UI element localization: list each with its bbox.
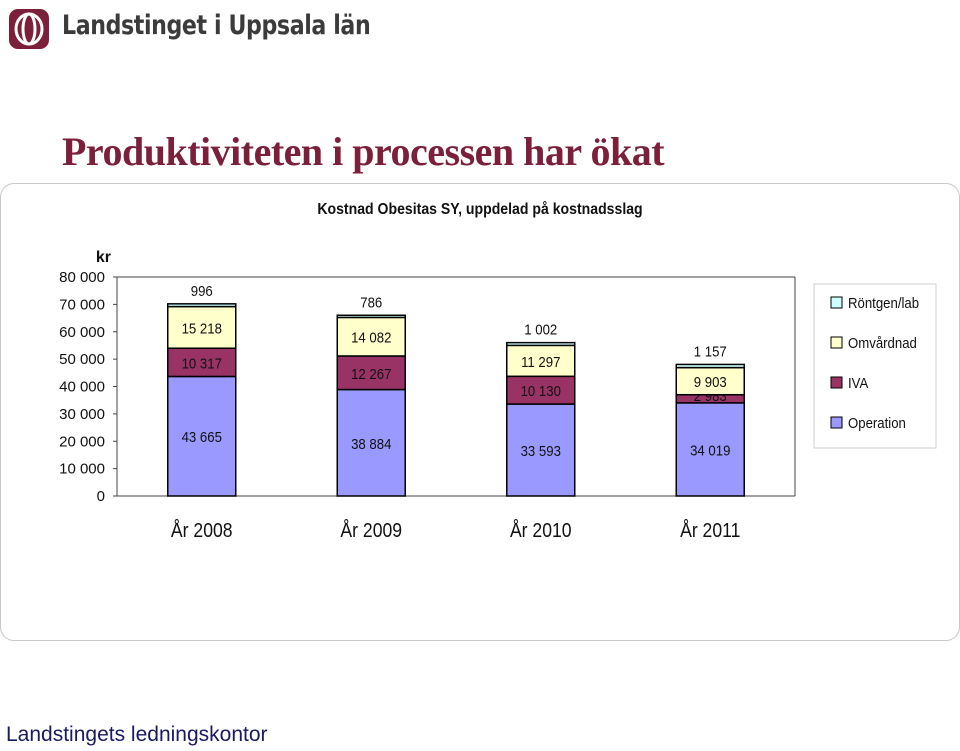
landstinget-logo-icon (9, 9, 49, 49)
data-label: 33 593 (521, 442, 561, 459)
y-tick-label: 70 000 (59, 296, 105, 313)
data-label: 12 267 (351, 365, 391, 382)
slide-title: Produktiviteten i processen har ökat (62, 129, 665, 174)
bar-segment-r-ntgen-lab (167, 303, 237, 308)
data-label: 11 297 (521, 353, 560, 370)
x-tick-label: År 2011 (680, 519, 740, 541)
bar-segment-r-ntgen-lab (336, 314, 406, 319)
data-label: 14 082 (351, 329, 391, 346)
data-label: 10 317 (182, 355, 222, 372)
y-tick-label: 60 000 (59, 324, 105, 341)
data-label: 38 884 (351, 435, 391, 452)
bar-segment-r-ntgen-lab (675, 363, 745, 369)
bar-segment-omv-rdnad (336, 316, 406, 357)
legend-label: Operation (848, 414, 906, 431)
data-label: 15 218 (182, 320, 222, 337)
legend-swatch (830, 416, 843, 429)
y-tick-label: 40 000 (59, 379, 105, 396)
x-tick-label: År 2009 (340, 519, 402, 541)
y-tick-label: 80 000 (59, 269, 105, 286)
bar-segment-omv-rdnad (167, 305, 237, 349)
legend-swatch (830, 376, 843, 389)
y-axis-label: kr (96, 249, 111, 266)
header: Landstinget i Uppsala län (0, 0, 960, 60)
y-tick-label: 30 000 (59, 406, 105, 423)
legend-label: Omvårdnad (848, 334, 917, 351)
data-label: 10 130 (521, 382, 561, 399)
footer-text: Landstingets ledningskontor (6, 723, 268, 746)
data-label: 9 903 (694, 373, 727, 390)
bar-segment-r-ntgen-lab (506, 341, 576, 347)
data-label: 786 (360, 293, 382, 310)
bar-segment-operation (336, 388, 406, 497)
legend-swatch (830, 296, 843, 309)
bar-segment-iva (167, 347, 237, 378)
org-name: Landstinget i Uppsala län (62, 10, 371, 41)
bar-segment-iva (506, 375, 576, 405)
data-label: 996 (191, 282, 213, 299)
bar-segment-iva (336, 355, 406, 391)
y-tick-label: 20 000 (59, 433, 105, 450)
bar-segment-omv-rdnad (675, 366, 745, 396)
legend-swatch (830, 336, 843, 349)
bar-segment-operation (167, 375, 237, 497)
chart-panel (0, 183, 960, 641)
legend-label: Röntgen/lab (848, 294, 919, 311)
data-label: 1 002 (524, 321, 557, 338)
data-label: 34 019 (690, 442, 730, 459)
data-label: 43 665 (182, 428, 222, 445)
y-tick-label: 0 (97, 488, 105, 505)
chart-title: Kostnad Obesitas SY, uppdelad på kostnad… (317, 200, 642, 218)
bar-segment-omv-rdnad (506, 344, 576, 378)
y-tick-label: 50 000 (59, 351, 105, 368)
data-label: 1 157 (694, 343, 727, 360)
bar-segment-operation (675, 402, 745, 497)
y-tick-label: 10 000 (59, 461, 105, 478)
x-tick-label: År 2010 (510, 519, 572, 541)
legend-label: IVA (848, 374, 869, 391)
x-tick-label: År 2008 (171, 519, 233, 541)
